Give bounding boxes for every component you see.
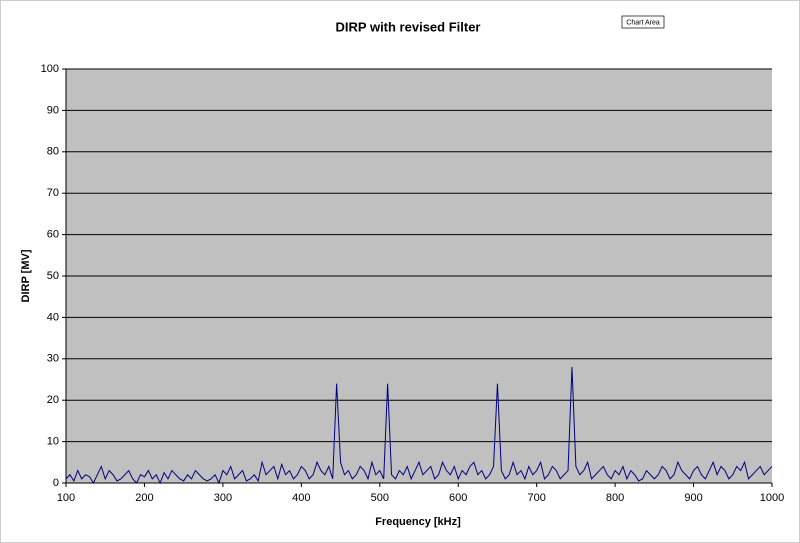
x-tick-label: 300 [214,492,232,504]
y-tick-label: 90 [47,104,59,116]
x-tick-label: 600 [449,492,467,504]
tooltip: Chart Area [626,19,660,26]
y-tick-label: 40 [47,311,59,323]
y-tick-label: 70 [47,187,59,199]
y-tick-label: 60 [47,229,59,241]
data-line [65,367,773,485]
x-tick-label: 200 [135,492,153,504]
y-axis-label: DIRP [MV] [20,249,32,302]
x-axis-label: Frequency [kHz] [375,516,461,528]
y-tick-label: 20 [47,394,59,406]
y-tick-label: 10 [47,436,59,448]
x-tick-label: 400 [292,492,310,504]
y-tick-label: 100 [41,63,59,75]
y-tick-label: 30 [47,353,59,365]
x-tick-label: 100 [57,492,75,504]
chart-title: DIRP with revised Filter [336,19,481,34]
tooltip-box [621,15,665,29]
x-tick-label: 800 [606,492,624,504]
x-tick-label: 700 [527,492,545,504]
x-tick-label: 1000 [760,492,784,504]
y-tick-label: 50 [47,270,59,282]
x-tick-label: 500 [371,492,389,504]
y-tick-label: 0 [53,477,59,489]
x-tick-label: 900 [684,492,702,504]
y-tick-label: 80 [47,146,59,158]
